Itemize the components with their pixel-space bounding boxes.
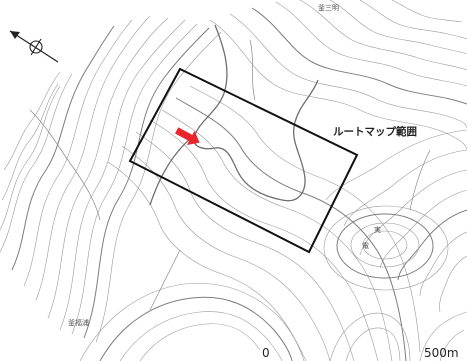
scale-end-label: 500m <box>424 346 459 360</box>
place-label-bottom-left: 釜福浦 <box>68 318 89 327</box>
small-label-2: 電 <box>362 242 369 250</box>
route-map-extent-box <box>128 67 359 254</box>
place-label-top: 釜三明 <box>318 3 339 12</box>
scale-bar: 0 500m <box>262 346 459 360</box>
north-arrow-icon <box>9 30 59 63</box>
small-label-1: 実 <box>374 225 381 234</box>
route-map-label: ルートマップ範囲 <box>333 125 417 138</box>
scale-start-label: 0 <box>262 346 270 360</box>
red-arrow-icon <box>174 127 200 146</box>
